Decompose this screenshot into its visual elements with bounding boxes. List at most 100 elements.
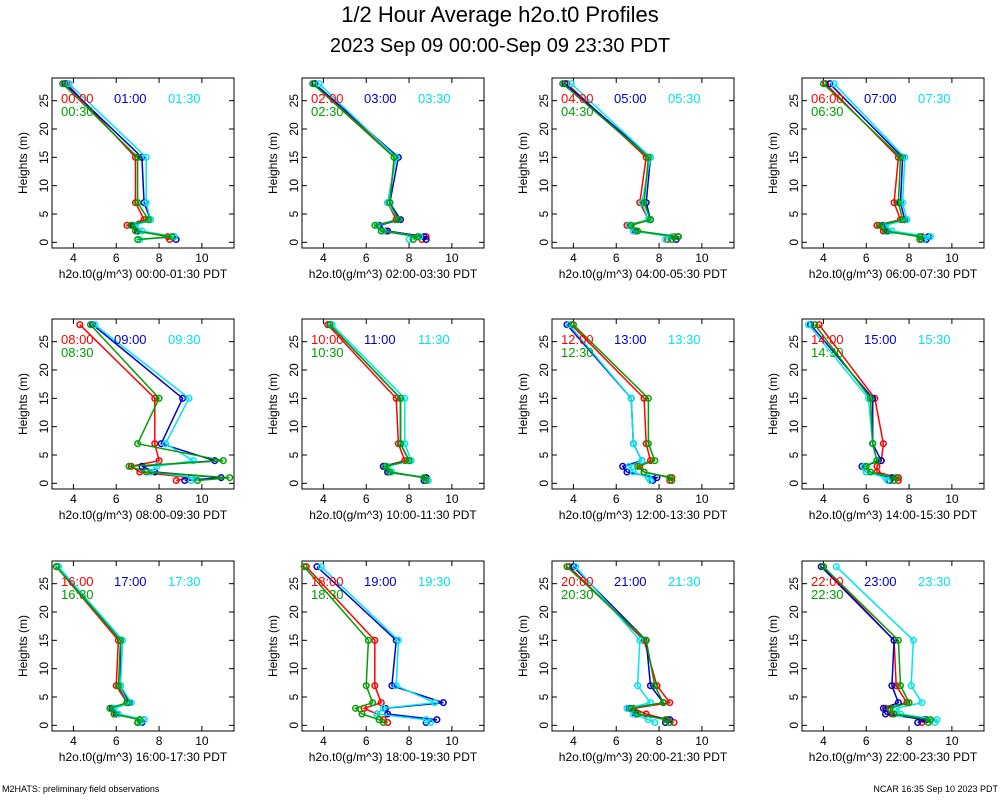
y-axis-label: Heights (m) — [266, 615, 280, 677]
data-point — [830, 80, 838, 88]
panel-8: 4 6 8 10 0 5 10 15 20 25 h2o.t0(g/m^3) 14:00-15:30… — [766, 318, 985, 522]
x-axis-label: h2o.t0(g/m^3) 08:00-09:30 PDT — [59, 508, 228, 522]
y-tick-label: 25 — [287, 577, 301, 591]
legend-entry: 07:30 — [918, 91, 951, 106]
data-point — [909, 636, 917, 644]
data-point — [896, 682, 905, 690]
data-point — [567, 80, 575, 88]
y-tick-label: 20 — [787, 363, 801, 377]
data-point — [123, 699, 131, 707]
data-point — [644, 153, 652, 161]
data-point — [375, 716, 383, 724]
legend-entry: 08:30 — [61, 345, 94, 360]
y-axis-label: Heights (m) — [266, 132, 280, 194]
data-point — [142, 199, 150, 207]
legend-entry: 14:00 — [811, 332, 844, 347]
data-point — [877, 457, 885, 465]
y-tick-label: 10 — [537, 179, 551, 193]
data-point — [138, 153, 146, 161]
data-point — [142, 468, 150, 476]
x-tick-label: 10 — [695, 734, 709, 748]
series-10:30 — [326, 321, 430, 485]
data-point — [666, 474, 674, 482]
legend-entry: 19:00 — [364, 574, 397, 589]
legend-entry: 03:00 — [364, 91, 397, 106]
x-tick-label: 4 — [570, 734, 577, 748]
data-point — [142, 153, 150, 161]
x-axis-label: h2o.t0(g/m^3) 06:00-07:30 PDT — [809, 267, 978, 281]
x-tick-label: 8 — [406, 251, 413, 265]
legend-entry: 01:30 — [168, 91, 201, 106]
x-tick-label: 6 — [613, 734, 620, 748]
y-tick-label: 10 — [37, 420, 51, 434]
y-axis-label: Heights (m) — [16, 132, 30, 194]
y-tick-label: 15 — [287, 391, 301, 405]
legend-entry: 15:30 — [918, 332, 951, 347]
data-point — [651, 718, 659, 727]
y-tick-label: 10 — [537, 420, 551, 434]
x-tick-label: 4 — [570, 492, 577, 506]
data-point — [879, 704, 887, 712]
y-tick-label: 0 — [537, 722, 551, 729]
series-14:30 — [811, 321, 900, 485]
data-point — [157, 440, 165, 448]
legend-entry: 00:00 — [61, 91, 94, 106]
data-point — [125, 462, 133, 470]
data-point — [873, 457, 881, 465]
data-point — [179, 394, 187, 402]
panel-grid: 4 6 8 10 0 5 10 15 20 25 h2o.t0(g/m^3) 00:00-01:30… — [16, 77, 985, 764]
data-point — [351, 704, 360, 712]
x-tick-label: 8 — [156, 492, 163, 506]
y-tick-label: 0 — [37, 480, 51, 487]
data-point — [377, 699, 385, 707]
x-tick-label: 10 — [445, 492, 459, 506]
footer-left: M2HATS: preliminary field observations — [2, 784, 160, 794]
data-point — [903, 216, 911, 224]
plot-frame — [801, 77, 985, 249]
series-line — [320, 566, 438, 724]
data-point — [569, 321, 577, 329]
data-point — [646, 216, 655, 224]
series-line — [79, 324, 192, 482]
data-point — [194, 476, 202, 485]
data-point — [315, 80, 323, 88]
x-tick-label: 6 — [113, 492, 120, 506]
x-tick-label: 10 — [195, 251, 209, 265]
x-tick-label: 10 — [695, 251, 709, 265]
series-06:30 — [819, 80, 924, 244]
y-tick-label: 15 — [537, 391, 551, 405]
y-tick-label: 20 — [287, 122, 301, 136]
data-point — [422, 716, 430, 724]
legend-entry: 18:00 — [311, 574, 344, 589]
legend-entry: 06:00 — [811, 91, 844, 106]
data-point — [59, 80, 67, 88]
data-point — [300, 563, 308, 571]
data-point — [638, 457, 646, 465]
x-tick-label: 8 — [156, 251, 163, 265]
data-point — [634, 227, 642, 235]
series-line — [312, 83, 420, 241]
y-tick-label: 0 — [37, 239, 51, 246]
data-point — [388, 682, 396, 690]
data-point — [136, 716, 144, 724]
data-point — [369, 699, 377, 707]
data-point — [881, 710, 890, 718]
x-tick-label: 6 — [613, 492, 620, 506]
x-axis-label: h2o.t0(g/m^3) 00:00-01:30 PDT — [59, 267, 228, 281]
x-tick-label: 8 — [906, 734, 913, 748]
x-tick-label: 8 — [656, 251, 663, 265]
y-tick-label: 5 — [537, 210, 551, 217]
data-point — [379, 704, 387, 712]
series-line — [331, 324, 429, 482]
y-tick-label: 10 — [787, 420, 801, 434]
data-point — [644, 474, 652, 482]
data-point — [819, 563, 827, 571]
data-point — [396, 440, 405, 448]
y-tick-label: 20 — [537, 605, 551, 619]
series-line — [57, 566, 147, 724]
y-tick-label: 20 — [537, 122, 551, 136]
data-point — [392, 682, 400, 690]
x-tick-label: 8 — [156, 734, 163, 748]
data-point — [646, 682, 655, 690]
